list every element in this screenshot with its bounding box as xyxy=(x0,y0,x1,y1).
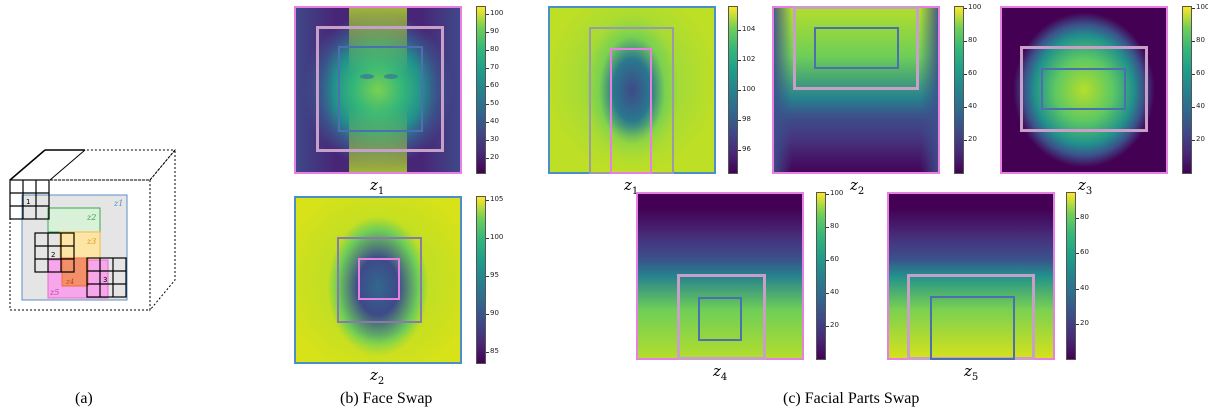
colorbar-tick: 90 xyxy=(486,309,499,317)
colorbar-c-z4 xyxy=(816,192,826,360)
colorbar-tick: 96 xyxy=(738,145,751,153)
colorbar-c-z5 xyxy=(1066,192,1076,360)
latent-cube-diagram: 1 2 3 z1 z2 z3 z4 z5 xyxy=(8,148,177,312)
colorbar-tick: 20 xyxy=(964,135,977,143)
colorbar-tick: 105 xyxy=(485,195,504,203)
frame-mid-c-z2 xyxy=(793,6,919,90)
frame-inner-c-z3 xyxy=(1041,68,1126,110)
label-z5: z5 xyxy=(49,288,59,297)
colorbar-tick: 80 xyxy=(1192,36,1205,44)
colorbar-b-z1 xyxy=(476,6,486,174)
colorbar-c-z2 xyxy=(954,6,964,174)
colorbar-tick: 40 xyxy=(486,117,499,125)
heatmap-label-b-z2: z2 xyxy=(370,366,385,387)
colorbar-tick: 98 xyxy=(738,115,751,123)
colorbar-tick: 102 xyxy=(737,55,756,63)
frame-mid-c-z3 xyxy=(1020,46,1148,132)
caption-b: (b) Face Swap xyxy=(340,390,433,407)
colorbar-tick: 40 xyxy=(1076,283,1089,292)
colorbar-tick: 100 xyxy=(737,85,756,93)
heatmap-label-b-z1: z1 xyxy=(370,176,385,197)
frame-mid xyxy=(316,26,444,152)
frame-mid-b-z2 xyxy=(337,237,422,323)
heatmap-label-c-z5: z5 xyxy=(964,362,979,383)
caption-c: (c) Facial Parts Swap xyxy=(783,390,920,407)
colorbar-tick: 40 xyxy=(826,288,839,296)
colorbar-tick: 50 xyxy=(486,99,499,107)
heatmap-b-z2 xyxy=(294,196,462,364)
colorbar-tick: 40 xyxy=(964,102,977,110)
frame-inner-c-z4 xyxy=(698,297,742,341)
grid-1 xyxy=(9,179,50,220)
frame-inner-c-z5 xyxy=(930,296,1015,360)
heatmap-c-z1 xyxy=(548,6,716,174)
z2-region xyxy=(47,207,101,233)
grid-number-2: 2 xyxy=(51,251,55,259)
colorbar-tick: 60 xyxy=(826,255,839,263)
frame-inner xyxy=(338,46,423,132)
colorbar-tick: 70 xyxy=(486,63,499,71)
grid-2 xyxy=(34,232,75,273)
colorbar-tick: 20 xyxy=(1192,135,1205,143)
colorbar-tick: 60 xyxy=(1076,248,1089,257)
colorbar-tick: 80 xyxy=(964,36,977,44)
frame-inner-c-z1 xyxy=(610,48,652,174)
colorbar-tick: 60 xyxy=(964,69,977,77)
grid-3 xyxy=(86,257,127,298)
heatmap-label-c-z4: z4 xyxy=(713,362,728,383)
colorbar-tick: 100 xyxy=(963,3,982,11)
colorbar-tick: 95 xyxy=(486,271,499,279)
colorbar-b-z2 xyxy=(476,196,486,364)
heatmap-label-c-z2: z2 xyxy=(850,176,865,197)
frame-outer xyxy=(294,6,462,174)
heatmap-label-c-z3: z3 xyxy=(1078,176,1093,197)
colorbar-tick: 20 xyxy=(1076,319,1089,327)
grid-number-1: 1 xyxy=(26,198,30,206)
frame-outer-c-z3 xyxy=(1000,6,1168,174)
colorbar-tick: 60 xyxy=(486,81,499,89)
colorbar-tick: 80 xyxy=(486,45,499,53)
colorbar-tick: 40 xyxy=(1192,102,1205,110)
colorbar-tick: 100 xyxy=(825,189,844,197)
frame-mid-c-z4 xyxy=(677,274,766,360)
label-z2: z2 xyxy=(86,213,96,222)
colorbar-tick: 80 xyxy=(1076,213,1089,221)
colorbar-c-z3 xyxy=(1182,6,1192,174)
colorbar-tick: 104 xyxy=(737,25,756,33)
z4-region xyxy=(61,257,89,287)
colorbar-tick: 100 xyxy=(485,233,504,241)
colorbar-tick: 20 xyxy=(826,321,839,329)
colorbar-tick: 30 xyxy=(486,135,499,143)
colorbar-tick: 60 xyxy=(1192,69,1205,77)
colorbar-tick: 100 xyxy=(1191,3,1208,11)
frame-inner-b-z2 xyxy=(358,258,400,300)
label-z3: z3 xyxy=(86,237,96,246)
colorbar-tick: 90 xyxy=(486,27,499,35)
colorbar-tick: 20 xyxy=(486,153,499,161)
heatmap-label-c-z1: z1 xyxy=(624,176,638,197)
label-z1: z1 xyxy=(113,199,123,208)
heatmap-c-z2 xyxy=(772,6,940,174)
colorbar-tick: 100 xyxy=(485,9,504,17)
caption-a: (a) xyxy=(75,390,93,407)
heatmap-c-z3 xyxy=(1000,6,1168,174)
label-z4: z4 xyxy=(65,278,74,286)
colorbar-c-z1 xyxy=(728,6,738,174)
frame-inner-c-z2 xyxy=(814,27,899,69)
grid-number-3: 3 xyxy=(103,276,107,284)
colorbar-tick: 85 xyxy=(486,347,499,355)
frame-outer-b-z2 xyxy=(294,196,462,364)
colorbar-tick: 80 xyxy=(826,222,839,230)
